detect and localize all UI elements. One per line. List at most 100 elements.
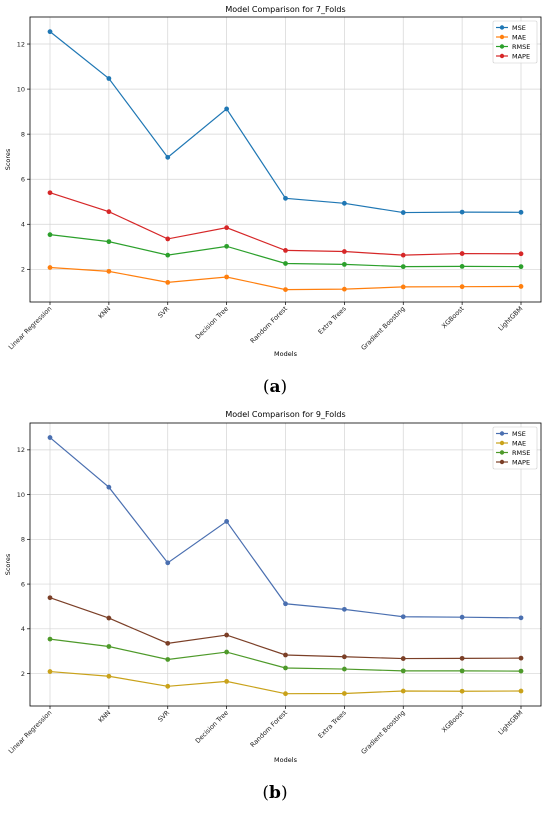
data-point bbox=[106, 484, 112, 490]
legend-item: RMSE bbox=[496, 43, 530, 51]
data-point bbox=[165, 560, 171, 566]
x-tick-label: Extra Trees bbox=[317, 304, 349, 336]
data-point bbox=[106, 76, 112, 81]
legend-label: MAE bbox=[512, 33, 526, 41]
legend-swatch-marker bbox=[499, 34, 505, 40]
x-tick-label: Linear Regression bbox=[7, 305, 54, 352]
legend-item: MSE bbox=[496, 430, 526, 438]
legend-item: MAE bbox=[496, 439, 526, 447]
data-point bbox=[341, 261, 347, 267]
data-point bbox=[224, 649, 230, 655]
data-point bbox=[224, 632, 230, 638]
data-point bbox=[518, 264, 524, 270]
legend-swatch-marker bbox=[499, 25, 505, 30]
data-point bbox=[165, 154, 171, 160]
data-point bbox=[459, 284, 465, 290]
legend-swatch-marker bbox=[499, 53, 505, 59]
y-axis-label: Scores bbox=[4, 553, 12, 575]
data-point bbox=[47, 265, 53, 270]
series-mae bbox=[47, 265, 524, 293]
x-tick-label: Linear Regression bbox=[7, 709, 54, 756]
legend-item: MAPE bbox=[496, 52, 530, 60]
legend-label: RMSE bbox=[512, 449, 530, 457]
legend-label: MSE bbox=[512, 430, 526, 438]
legend-box bbox=[492, 20, 538, 64]
data-point bbox=[518, 688, 524, 694]
caption-letter: b bbox=[269, 783, 281, 803]
y-tick-label: 4 bbox=[21, 221, 25, 229]
data-point bbox=[165, 657, 171, 662]
x-tick-label: LightGBM bbox=[497, 709, 525, 737]
data-point bbox=[106, 268, 112, 274]
legend-item: MAPE bbox=[496, 458, 530, 466]
series-rmse bbox=[47, 636, 524, 674]
data-point bbox=[224, 106, 230, 112]
data-point bbox=[518, 615, 524, 621]
data-point bbox=[106, 644, 112, 649]
data-point bbox=[283, 195, 288, 201]
x-tick-label: KNN bbox=[97, 305, 113, 321]
x-axis-label: Models bbox=[274, 756, 298, 764]
data-point bbox=[47, 29, 53, 35]
data-point bbox=[459, 264, 465, 269]
data-point bbox=[400, 614, 406, 620]
y-tick-label: 12 bbox=[17, 446, 25, 454]
x-tick-label: Decision Tree bbox=[194, 709, 230, 745]
legend-swatch-marker bbox=[499, 44, 505, 49]
legend-item: RMSE bbox=[496, 449, 530, 457]
data-point bbox=[459, 668, 465, 674]
legend-swatch-marker bbox=[499, 450, 505, 455]
data-point bbox=[224, 519, 230, 524]
data-point bbox=[106, 673, 112, 679]
series-rmse bbox=[47, 232, 524, 270]
data-point bbox=[341, 691, 347, 696]
y-tick-label: 6 bbox=[21, 580, 25, 588]
y-tick-label: 10 bbox=[17, 491, 25, 499]
series-mse bbox=[47, 435, 524, 621]
legend-label: RMSE bbox=[512, 43, 530, 51]
data-point bbox=[283, 248, 288, 253]
data-point bbox=[283, 691, 288, 697]
data-point bbox=[165, 640, 171, 646]
data-point bbox=[341, 200, 347, 206]
data-point bbox=[283, 601, 288, 607]
chart-title: Model Comparison for 9_Folds bbox=[225, 410, 345, 419]
data-point bbox=[400, 210, 406, 215]
chart-9-folds: Model Comparison for 9_Folds 2 4 6 8 10 12 Line… bbox=[4, 410, 542, 803]
data-point bbox=[341, 286, 347, 292]
data-point bbox=[283, 652, 288, 658]
y-tick-label: 2 bbox=[21, 266, 25, 274]
y-tick-label: 12 bbox=[17, 40, 25, 48]
figure-caption: (a) bbox=[263, 377, 287, 397]
data-point bbox=[165, 683, 171, 689]
x-tick-label: Extra Trees bbox=[317, 708, 349, 740]
x-tick-label: Random Forest bbox=[249, 708, 290, 749]
data-point bbox=[165, 279, 171, 285]
y-tick-label: 4 bbox=[21, 625, 25, 633]
data-point bbox=[459, 614, 465, 620]
data-point bbox=[459, 688, 465, 694]
x-tick-label: Gradient Boosting bbox=[359, 305, 406, 352]
data-point bbox=[459, 209, 465, 215]
data-point bbox=[518, 284, 524, 289]
data-point bbox=[106, 615, 112, 621]
data-point bbox=[47, 435, 53, 440]
data-point bbox=[341, 249, 347, 254]
data-point bbox=[400, 656, 406, 661]
data-point bbox=[283, 261, 288, 266]
data-point bbox=[341, 666, 347, 672]
y-axis-label: Scores bbox=[4, 148, 12, 170]
y-tick-label: 10 bbox=[17, 85, 25, 93]
legend-label: MAPE bbox=[512, 52, 530, 60]
x-tick-label: XGBoost bbox=[440, 304, 466, 330]
data-point bbox=[400, 688, 406, 694]
data-point bbox=[106, 209, 112, 215]
data-point bbox=[165, 236, 171, 242]
series-mae bbox=[47, 669, 524, 697]
legend-item: MAE bbox=[496, 33, 526, 41]
series-mape bbox=[47, 190, 524, 258]
y-tick-label: 2 bbox=[21, 670, 25, 678]
legend-swatch-marker bbox=[499, 431, 505, 436]
